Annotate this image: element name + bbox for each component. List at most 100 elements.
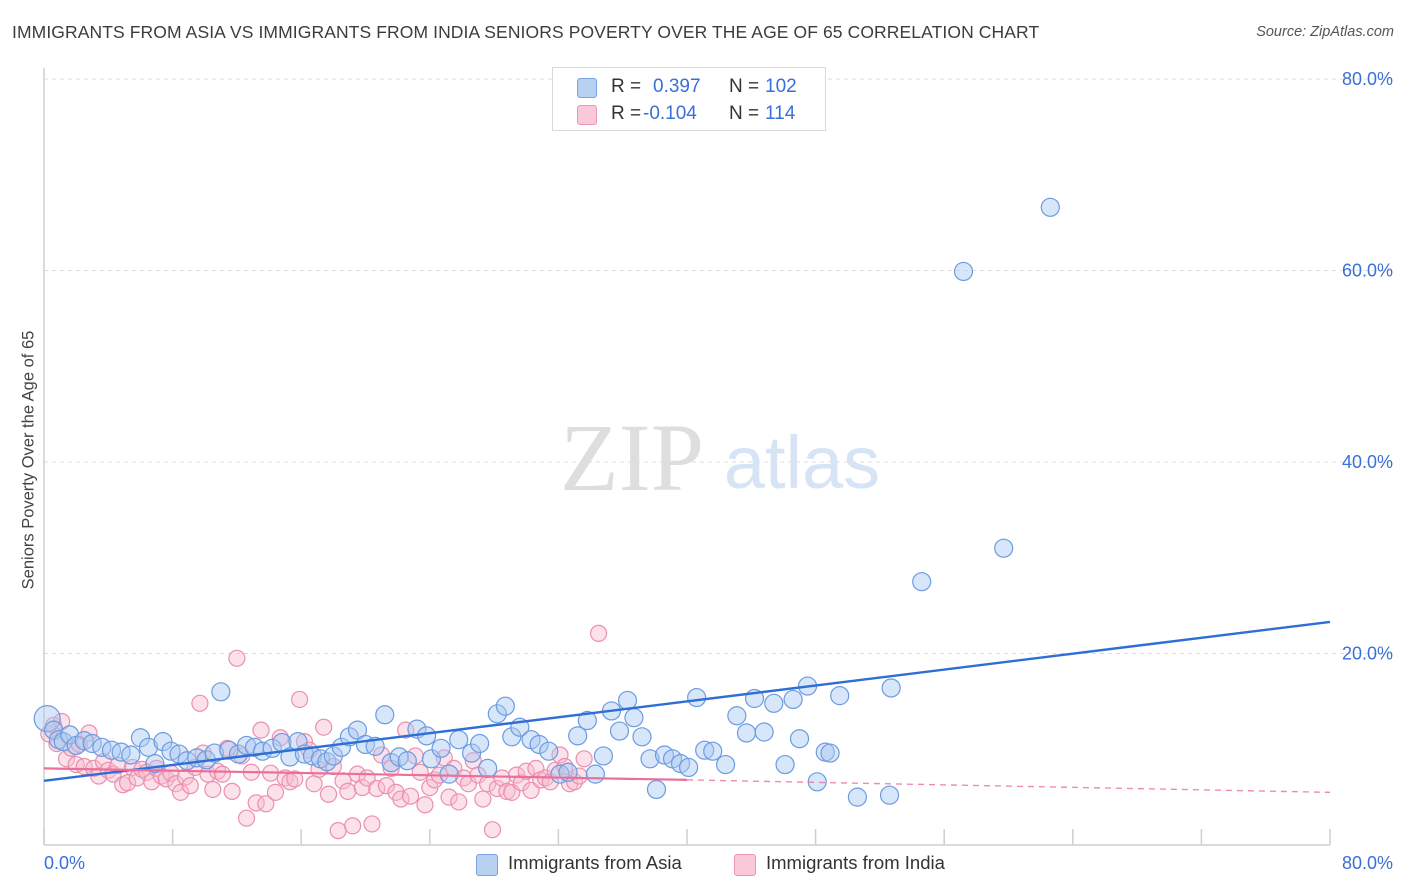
grid-lines xyxy=(44,78,1394,654)
asia-point xyxy=(130,728,151,748)
india-point xyxy=(440,788,458,806)
asia-point xyxy=(529,734,549,755)
india-point xyxy=(118,774,137,792)
india-legend-swatch xyxy=(734,854,756,876)
india-point xyxy=(401,787,420,805)
n-value: 102 xyxy=(765,76,797,97)
asia-point xyxy=(640,749,660,769)
india-point xyxy=(191,694,209,712)
source-attribution: Source: ZipAtlas.com xyxy=(1256,24,1394,40)
asia-point xyxy=(60,725,80,745)
india-point xyxy=(223,782,241,800)
y-tick-label: 20.0% xyxy=(1342,644,1393,664)
asia-point xyxy=(585,764,605,784)
asia-point xyxy=(449,730,469,750)
asia-point xyxy=(847,787,867,807)
asia-point xyxy=(912,572,932,592)
chart-title: IMMIGRANTS FROM ASIA VS IMMIGRANTS FROM … xyxy=(12,22,1040,42)
india-point xyxy=(319,785,338,803)
asia-point xyxy=(421,749,442,769)
tick-labels: 20.0% 40.0% 60.0% 80.0% 0.0% 80.0% xyxy=(44,69,1393,873)
asia-point xyxy=(879,785,900,805)
asia-point xyxy=(431,738,451,758)
india-trend-line xyxy=(43,767,688,781)
india-point xyxy=(353,778,371,797)
asia-point xyxy=(101,740,122,760)
india-point xyxy=(329,822,347,840)
asia-point xyxy=(764,693,784,713)
india-point xyxy=(290,690,309,709)
asia-point xyxy=(646,779,667,800)
asia-points xyxy=(33,197,1060,807)
asia-point xyxy=(632,727,652,747)
india-point xyxy=(377,777,395,795)
asia-point xyxy=(624,708,644,728)
r-value: -0.104 xyxy=(643,103,697,124)
india-point xyxy=(589,624,608,642)
india-point xyxy=(493,769,511,787)
asia-point xyxy=(736,723,757,743)
india-swatch xyxy=(577,105,597,125)
india-point xyxy=(392,790,410,808)
india-point xyxy=(363,815,381,833)
asia-point xyxy=(365,736,385,756)
india-point xyxy=(257,795,275,813)
n-label: N = xyxy=(729,76,760,97)
india-point xyxy=(483,821,502,839)
asia-point xyxy=(820,743,840,763)
india-point xyxy=(450,793,468,811)
x-tick-label: 80.0% xyxy=(1342,853,1393,873)
asia-point xyxy=(754,722,774,742)
india-point xyxy=(237,809,256,827)
asia-point xyxy=(953,261,974,282)
asia-point xyxy=(82,733,102,754)
asia-point xyxy=(487,704,507,724)
india-point xyxy=(416,796,434,814)
r-value: 0.397 xyxy=(653,76,701,97)
india-point xyxy=(522,781,540,800)
india-point xyxy=(181,777,199,795)
india-point xyxy=(204,780,222,799)
india-point xyxy=(344,817,362,835)
x-tick-label: 0.0% xyxy=(44,853,85,873)
asia-point xyxy=(339,727,360,747)
n-value: 114 xyxy=(765,103,796,124)
asia-swatch xyxy=(577,78,597,98)
india-point xyxy=(172,783,190,801)
asia-point xyxy=(347,720,368,740)
y-tick-label: 80.0% xyxy=(1342,69,1393,89)
asia-trend-line xyxy=(43,620,1331,783)
asia-point xyxy=(593,746,614,766)
india-point xyxy=(143,773,161,791)
asia-point xyxy=(416,726,437,746)
asia-point xyxy=(727,706,747,726)
asia-point xyxy=(33,705,61,733)
asia-point xyxy=(478,758,498,779)
asia-point xyxy=(783,689,803,710)
india-point xyxy=(252,721,270,739)
india-point xyxy=(228,649,246,667)
trend-lines xyxy=(43,620,1331,794)
india-point xyxy=(199,765,217,783)
asia-point xyxy=(577,710,597,731)
watermark-zip: ZIP xyxy=(560,404,704,511)
asia-point xyxy=(830,686,850,706)
asia-point xyxy=(881,678,901,698)
asia-point xyxy=(703,741,723,761)
india-point xyxy=(368,779,386,798)
correlation-legend: R = 0.397 N = 102 R = -0.104 N = 114 xyxy=(552,67,826,131)
india-point xyxy=(286,770,304,788)
r-label: R = xyxy=(611,76,642,97)
asia-point xyxy=(204,743,224,763)
india-point xyxy=(315,718,333,736)
asia-point xyxy=(994,538,1014,558)
asia-point xyxy=(153,731,173,752)
india-point xyxy=(474,790,492,808)
india-point xyxy=(575,750,593,768)
asia-point xyxy=(495,696,515,716)
asia-point xyxy=(715,754,736,775)
asia-point xyxy=(138,737,159,757)
asia-point xyxy=(461,743,482,763)
asia-point xyxy=(617,690,638,711)
